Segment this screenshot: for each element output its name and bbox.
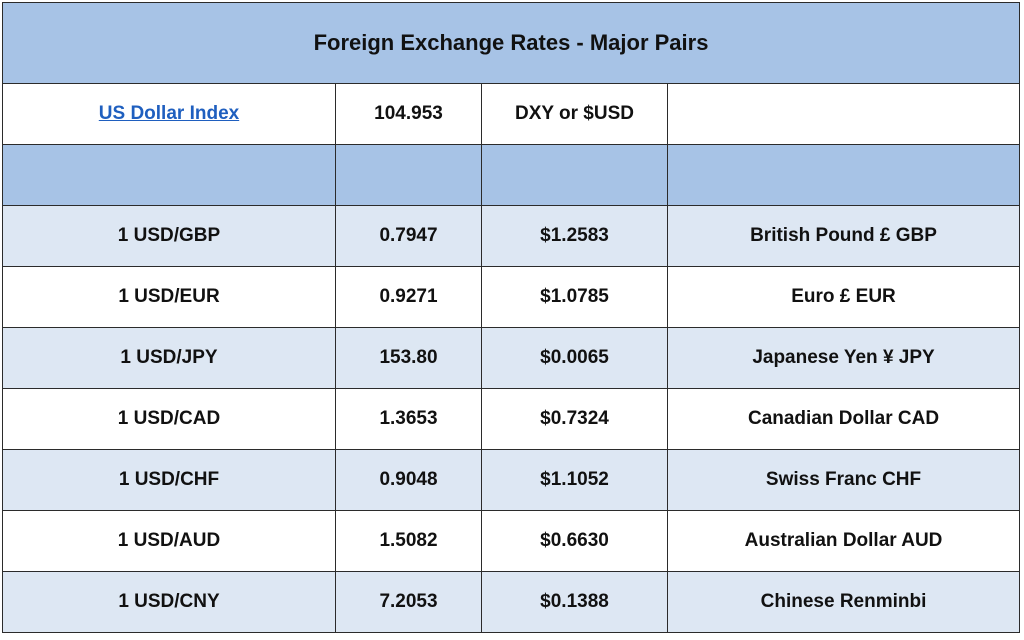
pair-cell: 1 USD/EUR bbox=[2, 266, 336, 328]
index-value: 104.953 bbox=[335, 83, 482, 145]
currency-row: 1 USD/EUR 0.9271 $1.0785 Euro £ EUR bbox=[2, 266, 1021, 328]
empty-cell bbox=[2, 144, 336, 206]
pair-cell: 1 USD/AUD bbox=[2, 510, 336, 572]
pair-cell: 1 USD/GBP bbox=[2, 205, 336, 267]
empty-cell bbox=[335, 144, 482, 206]
index-row: US Dollar Index 104.953 DXY or $USD bbox=[2, 83, 1021, 145]
usd-value-cell: $1.0785 bbox=[481, 266, 668, 328]
currency-name-cell: Chinese Renminbi bbox=[666, 571, 1021, 633]
currency-name-cell: Euro £ EUR bbox=[666, 266, 1021, 328]
usd-value-cell: $0.6630 bbox=[481, 510, 668, 572]
currency-name-cell: Canadian Dollar CAD bbox=[666, 388, 1021, 450]
rate-cell: 0.9048 bbox=[335, 449, 482, 511]
currency-row: 1 USD/JPY 153.80 $0.0065 Japanese Yen ¥ JPY bbox=[2, 327, 1021, 389]
currency-row: 1 USD/AUD 1.5082 $0.6630 Australian Dollar … bbox=[2, 510, 1021, 572]
pair-cell: 1 USD/CHF bbox=[2, 449, 336, 511]
pair-cell: 1 USD/CAD bbox=[2, 388, 336, 450]
rate-cell: 1.3653 bbox=[335, 388, 482, 450]
rate-cell: 0.9271 bbox=[335, 266, 482, 328]
rate-cell: 153.80 bbox=[335, 327, 482, 389]
currency-name-cell: Japanese Yen ¥ JPY bbox=[666, 327, 1021, 389]
index-symbol: DXY or $USD bbox=[481, 83, 668, 145]
currency-row: 1 USD/CHF 0.9048 $1.1052 Swiss Franc CHF bbox=[2, 449, 1021, 511]
empty-cell bbox=[666, 144, 1021, 206]
rate-cell: 0.7947 bbox=[335, 205, 482, 267]
usd-value-cell: $1.2583 bbox=[481, 205, 668, 267]
usd-value-cell: $1.1052 bbox=[481, 449, 668, 511]
usd-value-cell: $0.1388 bbox=[481, 571, 668, 633]
blank-row bbox=[2, 144, 1021, 206]
currency-name-cell: Australian Dollar AUD bbox=[666, 510, 1021, 572]
currency-name-cell: British Pound £ GBP bbox=[666, 205, 1021, 267]
table-title: Foreign Exchange Rates - Major Pairs bbox=[1, 2, 1021, 84]
index-cell: US Dollar Index bbox=[2, 83, 336, 145]
usd-value-cell: $0.0065 bbox=[481, 327, 668, 389]
title-row: Foreign Exchange Rates - Major Pairs bbox=[1, 2, 1021, 84]
rate-cell: 1.5082 bbox=[335, 510, 482, 572]
usd-value-cell: $0.7324 bbox=[481, 388, 668, 450]
currency-row: 1 USD/CAD 1.3653 $0.7324 Canadian Dollar CA… bbox=[2, 388, 1021, 450]
currency-row: 1 USD/GBP 0.7947 $1.2583 British Pound £ GB… bbox=[2, 205, 1021, 267]
currency-name-cell: Swiss Franc CHF bbox=[666, 449, 1021, 511]
pair-cell: 1 USD/CNY bbox=[2, 571, 336, 633]
pair-cell: 1 USD/JPY bbox=[2, 327, 336, 389]
index-link[interactable]: US Dollar Index bbox=[98, 103, 240, 124]
empty-cell bbox=[481, 144, 668, 206]
empty-cell bbox=[666, 83, 1021, 145]
currency-row: 1 USD/CNY 7.2053 $0.1388 Chinese Renminbi bbox=[2, 571, 1021, 633]
rate-cell: 7.2053 bbox=[335, 571, 482, 633]
